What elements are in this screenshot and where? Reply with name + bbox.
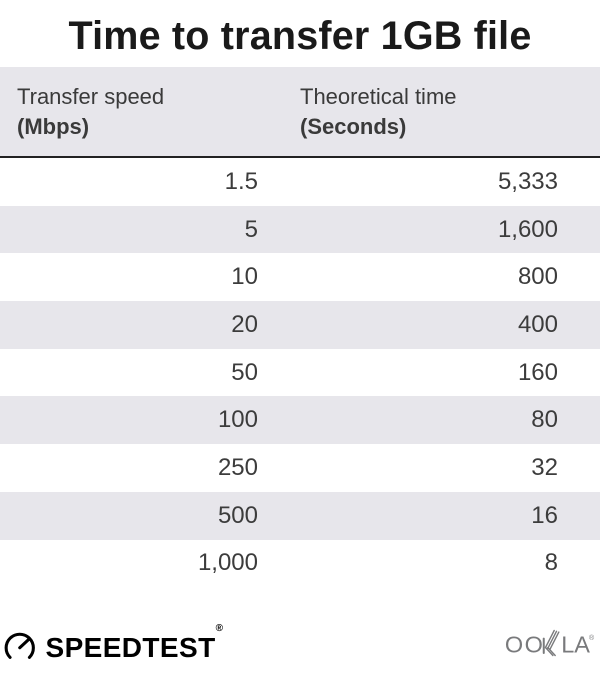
svg-text:®: ® bbox=[589, 634, 595, 642]
svg-text:OO: OO bbox=[505, 632, 544, 658]
svg-text:LA: LA bbox=[561, 632, 590, 658]
